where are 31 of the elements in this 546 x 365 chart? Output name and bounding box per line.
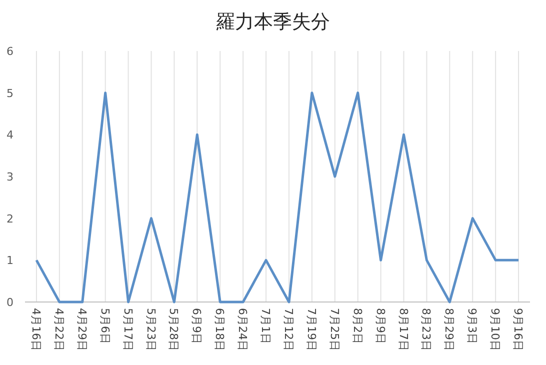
x-tick-label: 9月3日 bbox=[466, 308, 479, 344]
x-tick-label: 9月10日 bbox=[488, 308, 502, 351]
x-tick-label: 7月25日 bbox=[328, 308, 341, 351]
x-tick-label: 4月16日 bbox=[29, 308, 42, 351]
x-tick-label: 4月22日 bbox=[52, 308, 66, 351]
y-tick-label: 0 bbox=[6, 296, 14, 309]
x-tick-label: 6月18日 bbox=[213, 308, 226, 351]
x-tick-label: 8月23日 bbox=[420, 308, 433, 351]
x-tick-label: 5月23日 bbox=[144, 308, 158, 351]
x-tick-label: 9月16日 bbox=[512, 308, 525, 351]
x-tick-label: 8月17日 bbox=[396, 308, 410, 351]
y-tick-label: 5 bbox=[6, 86, 14, 100]
x-tick-label: 7月1日 bbox=[259, 308, 272, 344]
x-tick-label: 8月29日 bbox=[442, 308, 456, 351]
x-tick-label: 5月6日 bbox=[98, 308, 112, 344]
y-tick-label: 1 bbox=[6, 254, 14, 268]
y-tick-label: 4 bbox=[6, 128, 14, 142]
y-tick-label: 3 bbox=[6, 170, 14, 184]
x-tick-label: 7月12日 bbox=[282, 308, 295, 351]
x-tick-label: 5月17日 bbox=[121, 308, 134, 351]
x-tick-label: 8月9日 bbox=[374, 308, 387, 344]
x-tick-label: 6月24日 bbox=[236, 308, 250, 351]
x-tick-label: 8月2日 bbox=[350, 308, 364, 344]
y-tick-label: 2 bbox=[6, 212, 14, 226]
x-tick-label: 5月28日 bbox=[167, 308, 180, 351]
line-series bbox=[35, 92, 520, 304]
y-tick-label: 6 bbox=[6, 45, 14, 58]
x-tick-label: 6月9日 bbox=[190, 308, 204, 344]
x-tick-label: 4月29日 bbox=[75, 308, 88, 351]
x-tick-label: 7月19日 bbox=[304, 308, 318, 351]
chart-title: 羅力本季失分 bbox=[216, 11, 330, 33]
